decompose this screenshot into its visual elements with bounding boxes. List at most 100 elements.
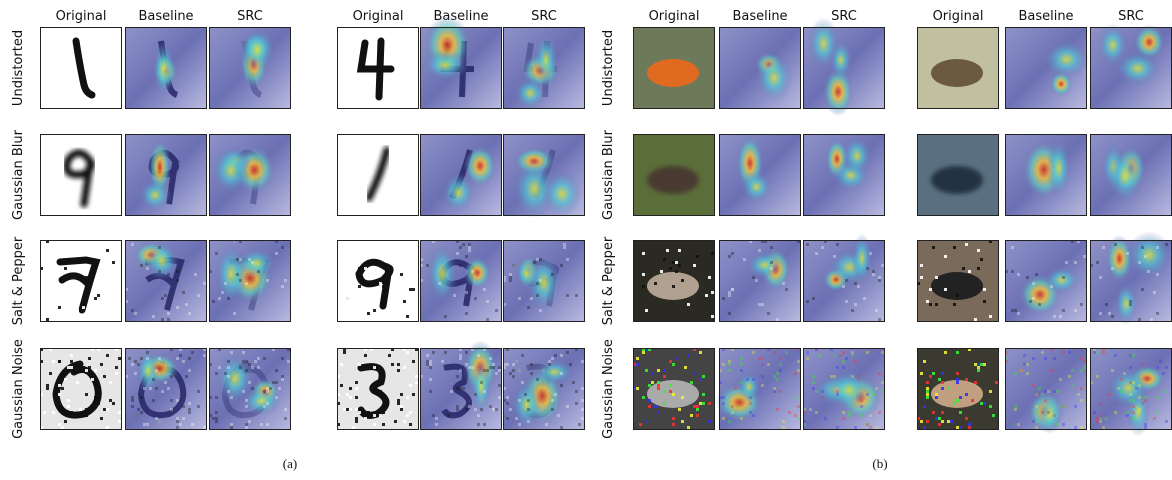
noise-pixel	[146, 423, 149, 426]
noise-pixel	[696, 408, 699, 411]
noise-pixel	[953, 246, 956, 249]
noise-pixel	[1108, 312, 1111, 315]
noise-pixel	[875, 309, 878, 312]
noise-pixel	[1111, 369, 1114, 372]
noise-pixel	[860, 405, 863, 408]
noise-pixel	[197, 390, 200, 393]
noise-pixel	[382, 318, 385, 321]
noise-pixel	[881, 381, 884, 384]
noise-pixel	[962, 267, 965, 270]
noise-pixel	[275, 396, 278, 399]
noise-pixel	[179, 354, 182, 357]
noise-pixel	[340, 363, 343, 366]
noise-pixel	[266, 402, 269, 405]
noise-pixel	[818, 354, 821, 357]
noise-pixel	[740, 357, 743, 360]
noise-pixel	[489, 366, 492, 369]
noise-pixel	[965, 393, 968, 396]
image-cell	[337, 348, 419, 430]
image-cell	[420, 134, 502, 216]
noise-pixel	[239, 279, 242, 282]
noise-pixel	[70, 366, 73, 369]
heat-blob	[541, 170, 582, 217]
noise-pixel	[212, 417, 215, 420]
noise-pixel	[947, 420, 950, 423]
noise-pixel	[164, 381, 167, 384]
noise-pixel	[645, 369, 648, 372]
noise-pixel	[188, 408, 191, 411]
noise-pixel	[779, 390, 782, 393]
heat-blob	[138, 179, 171, 211]
noise-pixel	[248, 420, 251, 423]
noise-pixel	[749, 411, 752, 414]
noise-pixel	[1080, 426, 1083, 429]
noise-pixel	[242, 390, 245, 393]
noise-pixel	[388, 354, 391, 357]
noise-pixel	[878, 372, 881, 375]
noise-pixel	[740, 363, 743, 366]
noise-pixel	[687, 426, 690, 429]
noise-pixel	[779, 357, 782, 360]
noise-pixel	[693, 264, 696, 267]
noise-pixel	[134, 360, 137, 363]
noise-pixel	[881, 390, 884, 393]
noise-pixel	[977, 369, 980, 372]
noise-pixel	[536, 258, 539, 261]
noise-pixel	[539, 309, 542, 312]
noise-pixel	[953, 402, 956, 405]
noise-pixel	[373, 366, 376, 369]
noise-pixel	[953, 303, 956, 306]
noise-pixel	[373, 309, 376, 312]
noise-pixel	[275, 369, 278, 372]
noise-pixel	[923, 426, 926, 429]
noise-pixel	[1102, 351, 1105, 354]
noise-pixel	[1014, 408, 1017, 411]
noise-pixel	[103, 408, 106, 411]
noise-pixel	[426, 363, 429, 366]
noise-pixel	[839, 354, 842, 357]
noise-pixel	[1141, 288, 1144, 291]
noise-pixel	[230, 351, 233, 354]
noise-pixel	[654, 405, 657, 408]
noise-pixel	[731, 288, 734, 291]
noise-pixel	[678, 264, 681, 267]
noise-pixel	[740, 417, 743, 420]
noise-pixel	[115, 366, 118, 369]
noise-pixel	[836, 426, 839, 429]
noise-pixel	[530, 363, 533, 366]
noise-pixel	[515, 417, 518, 420]
noise-pixel	[1138, 396, 1141, 399]
noise-pixel	[415, 381, 418, 384]
noise-pixel	[509, 372, 512, 375]
noise-pixel	[242, 360, 245, 363]
noise-pixel	[737, 405, 740, 408]
noise-pixel	[170, 375, 173, 378]
noise-pixel	[929, 303, 932, 306]
noise-pixel	[227, 297, 230, 300]
noise-pixel	[980, 402, 983, 405]
noise-pixel	[1144, 399, 1147, 402]
noise-pixel	[432, 414, 435, 417]
noise-pixel	[1144, 255, 1147, 258]
noise-pixel	[956, 426, 959, 429]
noise-pixel	[465, 312, 468, 315]
noise-pixel	[1065, 261, 1068, 264]
noise-pixel	[58, 423, 61, 426]
noise-pixel	[459, 354, 462, 357]
noise-pixel	[548, 360, 551, 363]
noise-pixel	[696, 414, 699, 417]
noise-pixel	[236, 258, 239, 261]
noise-pixel	[1147, 270, 1150, 273]
noise-pixel	[194, 273, 197, 276]
image-cell	[719, 27, 801, 109]
noise-pixel	[1050, 285, 1053, 288]
noise-pixel	[212, 300, 215, 303]
noise-pixel	[929, 375, 932, 378]
noise-pixel	[346, 408, 349, 411]
noise-pixel	[1156, 396, 1159, 399]
noise-pixel	[182, 360, 185, 363]
noise-pixel	[512, 369, 515, 372]
noise-pixel	[1017, 312, 1020, 315]
noise-pixel	[85, 369, 88, 372]
noise-pixel	[1041, 411, 1044, 414]
